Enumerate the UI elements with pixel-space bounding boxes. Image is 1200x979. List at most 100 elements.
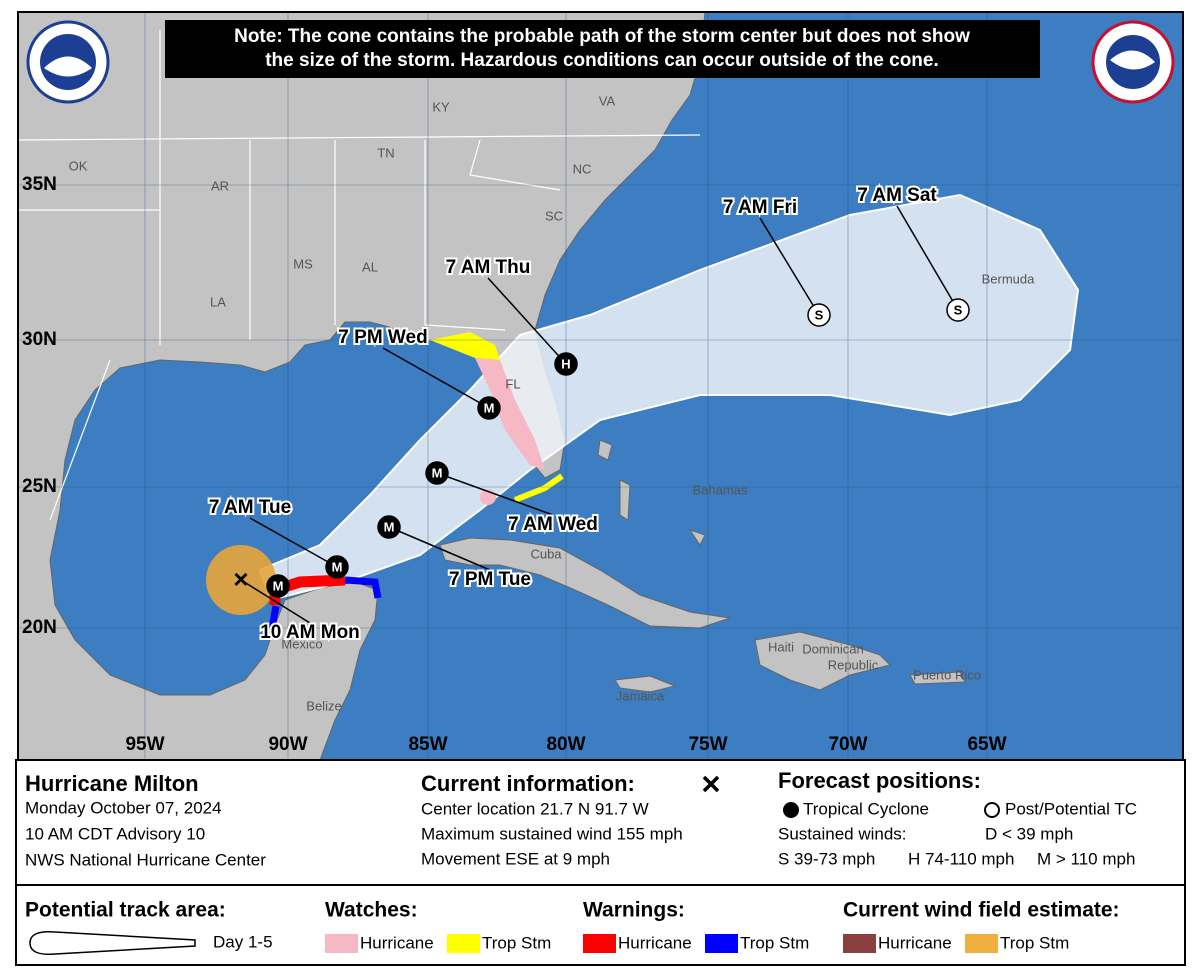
place-label: Mexico bbox=[281, 636, 322, 651]
point-symbol: S bbox=[954, 302, 963, 317]
point-symbol: M bbox=[332, 559, 343, 574]
point-label: 10 AM Mon bbox=[260, 622, 360, 643]
point-label: 7 AM Fri bbox=[723, 197, 797, 218]
storm-name: Hurricane Milton bbox=[25, 771, 199, 796]
note-box bbox=[165, 20, 1040, 78]
current-line: Maximum sustained wind 155 mph bbox=[421, 824, 683, 843]
point-symbol: × bbox=[233, 564, 248, 594]
lat-label: 25N bbox=[22, 476, 57, 497]
lat-label: 20N bbox=[22, 617, 57, 638]
storm-line: NWS National Hurricane Center bbox=[25, 850, 266, 869]
point-symbol: S bbox=[815, 307, 824, 322]
leader-line bbox=[896, 205, 959, 311]
legend-label: Hurricane bbox=[878, 933, 952, 952]
cone bbox=[258, 193, 1080, 602]
borders bbox=[17, 30, 701, 521]
track-point bbox=[946, 298, 970, 322]
lon-label: 80W bbox=[546, 734, 585, 755]
trop-storm-watch bbox=[430, 332, 500, 360]
legend-swatch bbox=[583, 934, 616, 953]
current-title: Current information: bbox=[421, 771, 635, 796]
place-label: Cuba bbox=[530, 546, 562, 561]
hurricane-watch bbox=[475, 358, 545, 470]
place-label: AR bbox=[211, 178, 229, 193]
land bbox=[17, 11, 966, 761]
track-point bbox=[554, 352, 578, 376]
leader-line bbox=[487, 277, 567, 365]
graticule bbox=[18, 12, 1183, 760]
ptc-icon bbox=[984, 802, 1000, 818]
place-label: SC bbox=[545, 208, 563, 223]
lon-label: 75W bbox=[688, 734, 727, 755]
lon-label: 90W bbox=[268, 734, 307, 755]
lon-label: 65W bbox=[967, 734, 1006, 755]
point-symbol: M bbox=[432, 465, 443, 480]
current-line: Movement ESE at 9 mph bbox=[421, 849, 610, 868]
place-label: KY bbox=[432, 99, 450, 114]
lat-label: 35N bbox=[22, 174, 57, 195]
forecast-key: D < 39 mph bbox=[985, 824, 1073, 843]
track-point bbox=[377, 515, 401, 539]
point-label: 7 AM Tue bbox=[209, 497, 291, 518]
lon-label: 70W bbox=[828, 734, 867, 755]
point-symbol: H bbox=[561, 356, 570, 371]
legend-label: Hurricane bbox=[618, 933, 692, 952]
place-label: Puerto Rico bbox=[913, 667, 981, 682]
forecast-key: M > 110 mph bbox=[1037, 849, 1135, 868]
point-label: 7 PM Wed bbox=[338, 327, 427, 348]
legend-label: Day 1-5 bbox=[213, 932, 273, 951]
cone-icon bbox=[29, 930, 196, 956]
lon-label: 85W bbox=[408, 734, 447, 755]
leader-line bbox=[240, 579, 311, 624]
forecast-key: Sustained winds: bbox=[778, 824, 907, 843]
point-label: 7 AM Wed bbox=[508, 514, 598, 535]
place-label: Republic bbox=[828, 657, 879, 672]
legend-label: Trop Stm bbox=[482, 933, 551, 952]
leader-line bbox=[759, 217, 820, 316]
place-label: LA bbox=[210, 294, 226, 309]
leader-line bbox=[436, 472, 554, 516]
point-symbol: M bbox=[384, 519, 395, 534]
place-label: NC bbox=[573, 161, 592, 176]
info-panel bbox=[15, 759, 1186, 966]
place-label: AL bbox=[362, 259, 378, 274]
nws-logo bbox=[1091, 20, 1175, 104]
place-label: Bermuda bbox=[982, 271, 1036, 286]
point-label: 7 PM Tue bbox=[449, 569, 531, 590]
tc-icon bbox=[783, 802, 799, 818]
current-x-icon bbox=[702, 775, 720, 793]
forecast-key: Post/Potential TC bbox=[1005, 799, 1137, 818]
legend-swatch bbox=[447, 934, 480, 953]
track-point bbox=[425, 461, 449, 485]
place-label: VA bbox=[599, 93, 616, 108]
lon-label: 95W bbox=[125, 734, 164, 755]
legend-title: Warnings: bbox=[583, 899, 685, 922]
note-line: the size of the storm. Hazardous conditi… bbox=[265, 50, 939, 71]
leader-line bbox=[249, 517, 338, 568]
leader-line bbox=[382, 347, 490, 409]
legend-title: Potential track area: bbox=[25, 899, 226, 922]
place-label: FL bbox=[505, 376, 520, 391]
track-point bbox=[477, 396, 501, 420]
place-label: TN bbox=[377, 145, 394, 160]
point-label: 7 AM Thu bbox=[446, 257, 531, 278]
forecast-key: Tropical Cyclone bbox=[803, 799, 929, 818]
forecast-key: S 39-73 mph bbox=[778, 849, 875, 868]
legend-title: Current wind field estimate: bbox=[843, 899, 1120, 922]
forecast-title: Forecast positions: bbox=[778, 768, 981, 793]
legend-label: Trop Stm bbox=[1000, 933, 1069, 952]
note-line: Note: The cone contains the probable pat… bbox=[234, 26, 970, 47]
legend-label: Hurricane bbox=[360, 933, 434, 952]
place-label: Jamaica bbox=[616, 688, 665, 703]
legend-swatch bbox=[843, 934, 876, 953]
place-label: OK bbox=[69, 158, 88, 173]
storm-line: 10 AM CDT Advisory 10 bbox=[25, 824, 205, 843]
track-point bbox=[807, 303, 831, 327]
point-label: 7 AM Sat bbox=[857, 185, 937, 206]
lat-label: 30N bbox=[22, 329, 57, 350]
trop-storm-warning bbox=[268, 605, 280, 629]
place-label: Bahamas bbox=[693, 482, 748, 497]
current-line: Center location 21.7 N 91.7 W bbox=[421, 799, 649, 818]
legend-swatch bbox=[325, 934, 358, 953]
